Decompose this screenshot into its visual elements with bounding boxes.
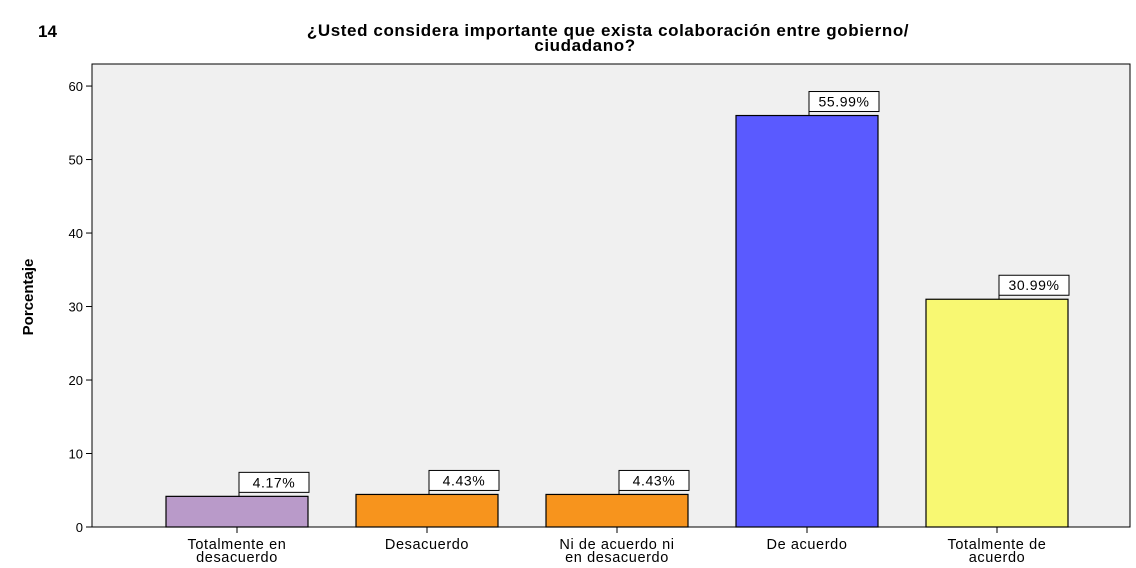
x-tick-label: De acuerdo	[766, 537, 848, 553]
chart-title: ciudadano?	[534, 36, 635, 55]
y-tick-label: 10	[69, 447, 83, 462]
y-tick-label: 0	[76, 520, 83, 535]
x-tick-label: Ni de acuerdo ni en desacuerdo	[559, 537, 675, 566]
y-tick-label: 60	[69, 79, 83, 94]
y-tick-label: 40	[69, 226, 83, 241]
value-label: 30.99%	[1008, 277, 1059, 293]
value-label-box	[238, 471, 310, 493]
chart-title: ¿Usted considera importante que exista c…	[307, 21, 909, 40]
value-label: 4.43%	[443, 472, 486, 488]
value-label-box	[998, 274, 1070, 296]
y-tick-label: 50	[69, 153, 83, 168]
value-label-box	[618, 469, 690, 491]
value-label-box	[808, 91, 880, 113]
bar	[165, 495, 309, 528]
value-label: 4.43%	[633, 472, 676, 488]
value-label-box	[428, 469, 500, 491]
y-tick-label: 30	[69, 300, 83, 315]
x-tick-label: Totalmente en desacuerdo	[187, 537, 287, 566]
bar	[355, 493, 499, 528]
bar	[545, 493, 689, 528]
x-tick-label: Desacuerdo	[384, 537, 470, 553]
chart-number: 14	[38, 22, 57, 41]
value-label: 55.99%	[818, 94, 869, 110]
x-tick-label: Totalmente de acuerdo	[947, 537, 1047, 566]
bar	[925, 298, 1069, 528]
y-axis-label: Porcentaje	[20, 259, 37, 336]
bar	[735, 114, 879, 528]
value-label: 4.17%	[253, 474, 296, 490]
y-tick-label: 20	[69, 373, 83, 388]
